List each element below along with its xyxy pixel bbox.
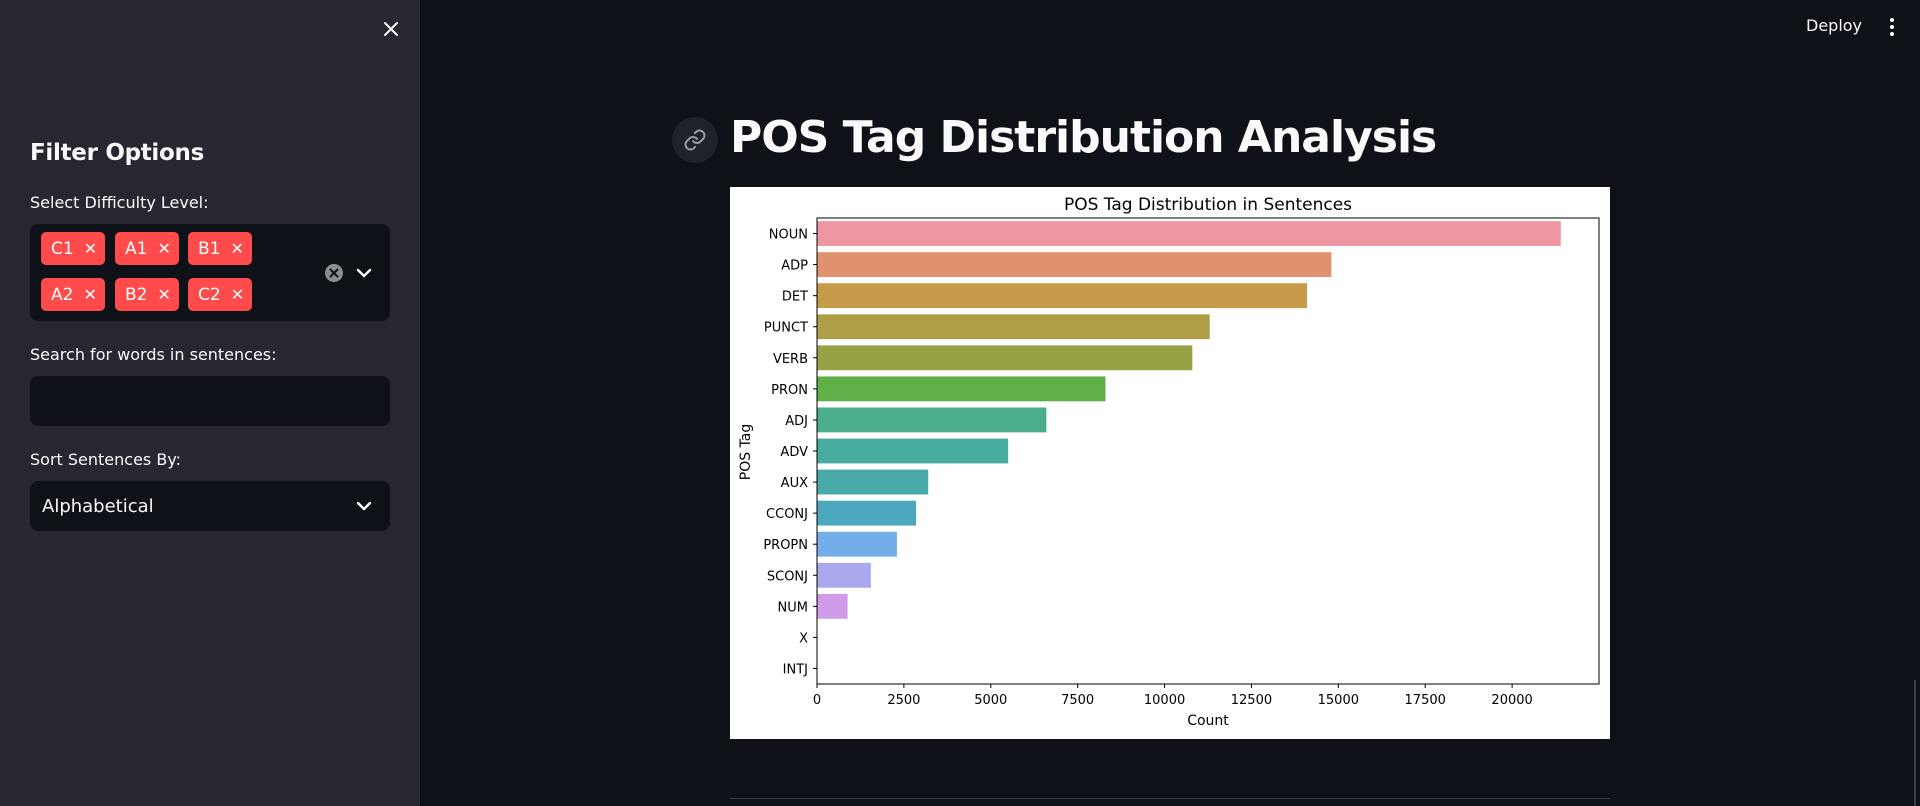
bar-adv (817, 438, 1009, 464)
sort-label: Sort Sentences By: (30, 450, 182, 469)
x-tick-label: 20000 (1491, 693, 1532, 708)
chart-container: POS Tag Distribution in Sentences Count … (730, 187, 1610, 739)
remove-tag-icon[interactable]: ✕ (83, 284, 97, 304)
bar-aux (817, 469, 929, 495)
bar-num (817, 593, 848, 619)
sidebar-heading: Filter Options (30, 140, 204, 166)
difficulty-label: Select Difficulty Level: (30, 193, 209, 212)
sidebar: Filter Options Select Difficulty Level: … (0, 0, 420, 806)
bar-verb (817, 345, 1193, 371)
link-icon (684, 129, 706, 151)
difficulty-tag[interactable]: B1 ✕ (188, 232, 252, 265)
y-tick-label: AUX (781, 476, 808, 491)
remove-tag-icon[interactable]: ✕ (83, 238, 98, 258)
x-tick-label: 5000 (974, 693, 1007, 708)
chevron-down-icon[interactable] (354, 263, 374, 283)
section-divider (730, 798, 1610, 799)
y-tick-label: VERB (773, 352, 808, 367)
y-tick-label: PUNCT (764, 321, 808, 336)
sort-select[interactable]: Alphabetical (30, 481, 390, 531)
search-input[interactable] (30, 376, 390, 426)
x-tick-label: 17500 (1405, 693, 1446, 708)
tag-label: A2 (51, 284, 74, 305)
pos-tag-bar-chart: POS Tag Distribution in Sentences Count … (738, 195, 1600, 729)
tag-label: A1 (125, 238, 148, 259)
difficulty-tag[interactable]: A1 ✕ (115, 232, 179, 265)
bar-sconj (817, 562, 871, 588)
chart-title: POS Tag Distribution in Sentences (1064, 195, 1352, 215)
bar-noun (817, 221, 1561, 246)
y-tick-label: NUM (778, 600, 808, 615)
y-tick-label: SCONJ (767, 569, 808, 584)
tag-label: C2 (198, 284, 221, 305)
remove-tag-icon[interactable]: ✕ (230, 284, 245, 304)
y-tick-label: PROPN (763, 538, 808, 553)
scrollbar[interactable] (1914, 680, 1916, 806)
bar-det (817, 283, 1308, 309)
menu-dot (1890, 25, 1894, 29)
remove-tag-icon[interactable]: ✕ (157, 238, 171, 258)
y-tick-label: ADJ (785, 414, 808, 429)
difficulty-tag[interactable]: C2 ✕ (188, 278, 253, 311)
x-tick-label: 7500 (1061, 693, 1094, 708)
bar-cconj (817, 500, 917, 526)
bar-punct (817, 314, 1210, 340)
bar-propn (817, 531, 897, 557)
remove-tag-icon[interactable]: ✕ (157, 284, 171, 304)
close-sidebar-button[interactable] (378, 16, 404, 42)
menu-dot (1890, 32, 1894, 36)
main-menu-button[interactable] (1882, 14, 1902, 40)
remove-tag-icon[interactable]: ✕ (230, 238, 244, 258)
deploy-button[interactable]: Deploy (1806, 16, 1863, 35)
heading-anchor-link[interactable] (672, 117, 718, 163)
menu-dot (1890, 18, 1894, 22)
difficulty-tag[interactable]: A2 ✕ (41, 278, 105, 311)
plot-frame (816, 217, 1600, 685)
tag-label: B2 (125, 284, 148, 305)
y-tick-label: CCONJ (766, 507, 808, 522)
sort-selected-value: Alphabetical (42, 495, 154, 517)
chevron-down-icon (356, 501, 372, 511)
x-tick-label: 15000 (1318, 693, 1359, 708)
tag-label: C1 (51, 238, 74, 259)
x-tick-label: 0 (813, 693, 821, 708)
bar-pron (817, 376, 1106, 402)
difficulty-tag[interactable]: B2 ✕ (115, 278, 179, 311)
difficulty-tag[interactable]: C1 ✕ (41, 232, 106, 265)
y-tick-label: X (799, 631, 808, 646)
x-tick-label: 12500 (1231, 693, 1272, 708)
close-icon (384, 22, 398, 36)
y-axis-label: POS Tag (738, 424, 754, 481)
bar-adp (817, 252, 1332, 278)
page-title: POS Tag Distribution Analysis (730, 112, 1437, 163)
tag-label: B1 (198, 238, 221, 259)
y-tick-label: ADV (780, 445, 808, 460)
x-tick-label: 2500 (887, 693, 920, 708)
y-tick-label: NOUN (769, 228, 808, 243)
x-tick-label: 10000 (1144, 693, 1185, 708)
bar-adj (817, 407, 1047, 433)
difficulty-multiselect[interactable]: C1 ✕ A1 ✕ B1 ✕ A2 ✕ B2 ✕ C2 ✕ (30, 224, 390, 321)
y-tick-label: PRON (771, 383, 808, 398)
y-tick-label: DET (782, 290, 808, 305)
clear-all-icon[interactable] (324, 263, 344, 283)
x-axis-label: Count (1187, 713, 1229, 729)
y-tick-label: INTJ (783, 662, 808, 677)
search-label: Search for words in sentences: (30, 345, 277, 364)
y-tick-label: ADP (781, 259, 808, 274)
